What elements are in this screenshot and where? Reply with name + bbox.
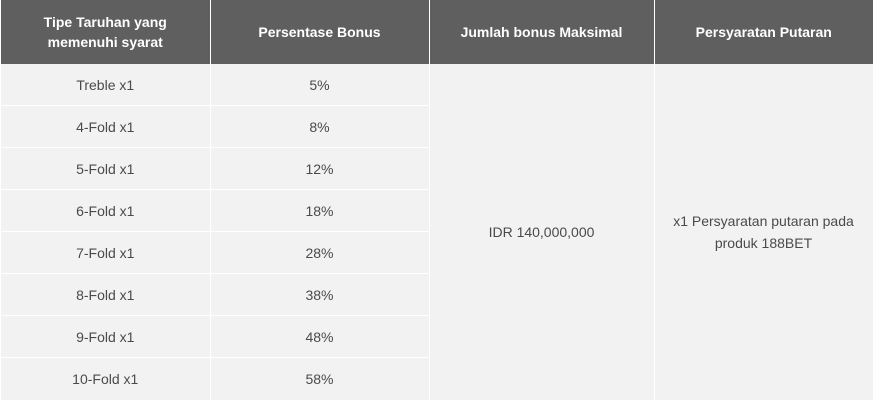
table-row: 6-Fold x1 18% <box>1 189 873 232</box>
table-header-row: Tipe Taruhan yang memenuhi syarat Persen… <box>1 0 873 64</box>
bet-type-cell: 6-Fold x1 <box>1 189 211 232</box>
table-row: 9-Fold x1 48% <box>1 315 873 358</box>
header-bet-type: Tipe Taruhan yang memenuhi syarat <box>1 0 211 64</box>
bonus-percent-cell: 48% <box>210 315 430 358</box>
table-row: 7-Fold x1 28% <box>1 231 873 274</box>
header-bet-type-line2: memenuhi syarat <box>47 34 163 50</box>
rollover-cell: x1 Persyaratan putaran pada produk 188BE… <box>654 64 873 401</box>
header-max-bonus: Jumlah bonus Maksimal <box>429 0 655 64</box>
bet-type-cell: 5-Fold x1 <box>1 147 211 190</box>
bonus-percent-cell: 28% <box>210 231 430 274</box>
table-row: 5-Fold x1 12% <box>1 147 873 190</box>
rollover-line2: produk 188BET <box>714 235 813 251</box>
max-bonus-cell: IDR 140,000,000 <box>429 64 655 401</box>
table-row: 10-Fold x1 58% <box>1 357 873 401</box>
bet-type-cell: 8-Fold x1 <box>1 273 211 316</box>
bonus-percent-cell: 8% <box>210 105 430 148</box>
header-bet-type-line1: Tipe Taruhan yang <box>43 14 167 30</box>
bonus-percent-cell: 12% <box>210 147 430 190</box>
header-bonus-percent: Persentase Bonus <box>210 0 430 64</box>
bet-type-cell: 7-Fold x1 <box>1 231 211 274</box>
bet-type-cell: 10-Fold x1 <box>1 357 211 401</box>
table-row: Treble x1 5% IDR 140,000,000 x1 Persyara… <box>1 64 873 401</box>
bet-type-cell: Treble x1 <box>1 64 211 106</box>
bonus-percent-cell: 5% <box>210 64 430 106</box>
bonus-percent-cell: 38% <box>210 273 430 316</box>
bet-type-cell: 4-Fold x1 <box>1 105 211 148</box>
header-rollover: Persyaratan Putaran <box>654 0 873 64</box>
bonus-percent-cell: 58% <box>210 357 430 401</box>
bonus-percent-cell: 18% <box>210 189 430 232</box>
table-row: 8-Fold x1 38% <box>1 273 873 316</box>
bet-type-cell: 9-Fold x1 <box>1 315 211 358</box>
table-row: 4-Fold x1 8% <box>1 105 873 148</box>
rollover-line1: x1 Persyaratan putaran pada <box>673 213 854 229</box>
